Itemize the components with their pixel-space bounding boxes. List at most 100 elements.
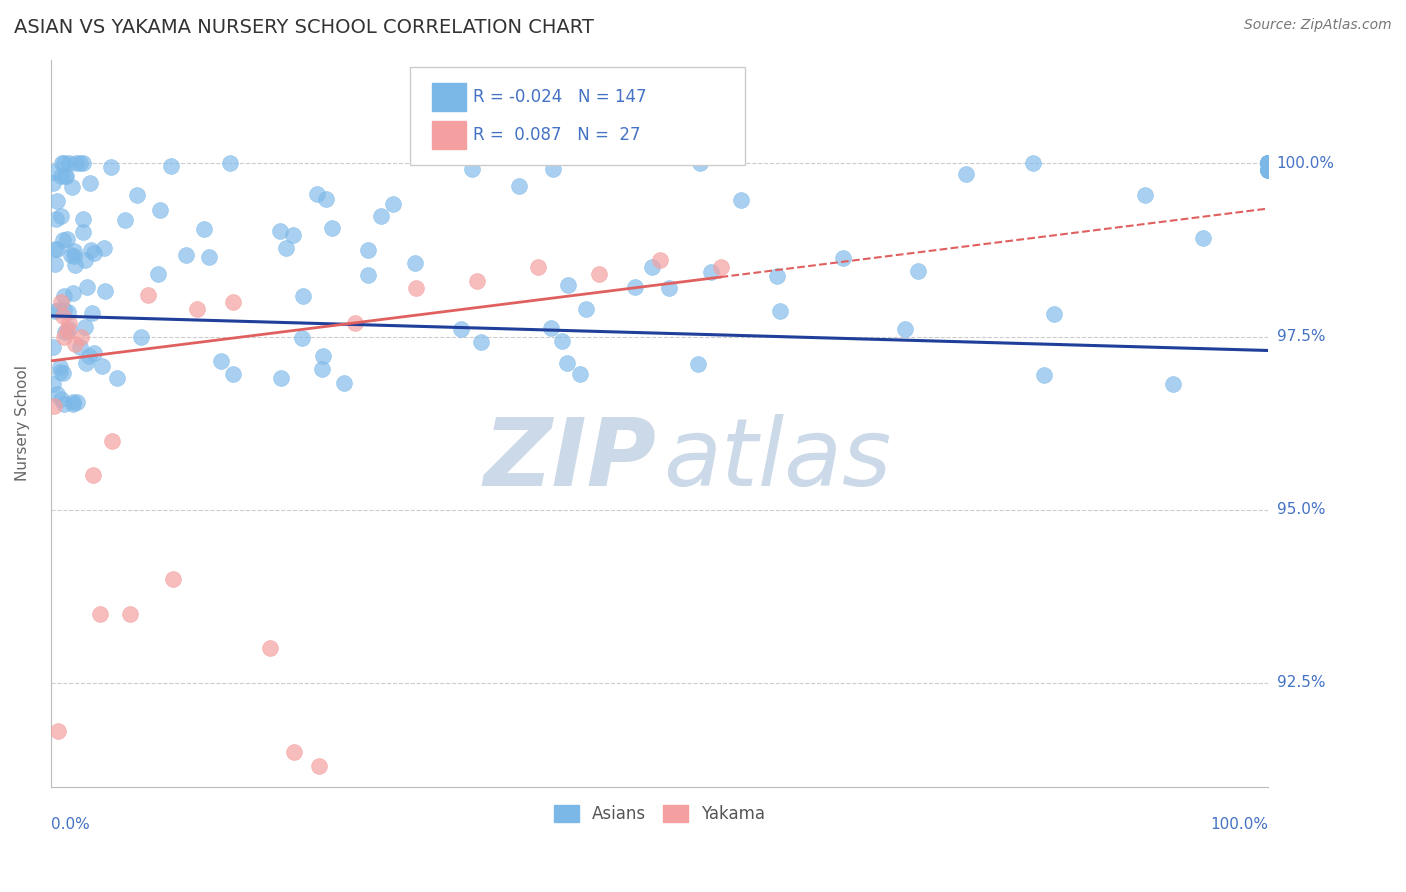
- Point: [551, 334, 574, 348]
- Point: [118, 607, 141, 621]
- Point: [69, 156, 91, 170]
- Point: [270, 370, 292, 384]
- Point: [83, 345, 105, 359]
- Point: [1257, 156, 1279, 170]
- Point: [44, 303, 66, 318]
- Point: [58, 156, 80, 170]
- Point: [48, 302, 70, 317]
- Y-axis label: Nursery School: Nursery School: [15, 365, 30, 481]
- Point: [42, 176, 65, 190]
- Point: [686, 357, 709, 371]
- Point: [77, 349, 100, 363]
- Text: ZIP: ZIP: [484, 414, 657, 506]
- Point: [49, 169, 72, 183]
- Point: [53, 156, 76, 170]
- Point: [1257, 156, 1279, 170]
- Point: [46, 387, 69, 401]
- Point: [648, 253, 671, 268]
- Point: [1257, 163, 1279, 178]
- FancyBboxPatch shape: [411, 67, 745, 165]
- Point: [62, 244, 84, 259]
- FancyBboxPatch shape: [432, 83, 465, 111]
- Point: [1257, 156, 1279, 170]
- Point: [75, 356, 97, 370]
- Point: [709, 260, 731, 275]
- Point: [59, 248, 82, 262]
- Point: [1022, 156, 1045, 170]
- Point: [543, 161, 565, 176]
- Point: [315, 192, 337, 206]
- Point: [63, 259, 86, 273]
- Point: [44, 257, 66, 271]
- Point: [62, 394, 84, 409]
- Point: [1257, 156, 1279, 170]
- Point: [1257, 163, 1279, 178]
- Point: [72, 225, 94, 239]
- Point: [42, 376, 65, 391]
- Point: [1042, 307, 1064, 321]
- Point: [75, 320, 97, 334]
- Point: [575, 302, 598, 317]
- Point: [52, 303, 75, 318]
- Point: [55, 323, 77, 337]
- Point: [62, 397, 84, 411]
- Text: atlas: atlas: [664, 414, 891, 505]
- Point: [46, 242, 69, 256]
- Point: [53, 169, 76, 184]
- Point: [49, 209, 72, 223]
- Point: [1257, 156, 1279, 170]
- Point: [557, 277, 579, 292]
- Point: [623, 280, 645, 294]
- Point: [894, 322, 917, 336]
- Point: [70, 329, 93, 343]
- Point: [52, 233, 75, 247]
- Point: [1257, 156, 1279, 170]
- Point: [955, 167, 977, 181]
- Point: [136, 288, 159, 302]
- Point: [569, 367, 592, 381]
- Point: [55, 325, 77, 339]
- Point: [1192, 230, 1215, 244]
- Point: [291, 289, 314, 303]
- Point: [766, 268, 789, 283]
- Point: [56, 305, 79, 319]
- Point: [72, 156, 94, 170]
- Point: [45, 212, 67, 227]
- Point: [42, 165, 65, 179]
- Point: [333, 376, 356, 391]
- Text: Source: ZipAtlas.com: Source: ZipAtlas.com: [1244, 18, 1392, 32]
- Point: [540, 321, 562, 335]
- Point: [58, 322, 80, 336]
- Point: [148, 267, 170, 281]
- Point: [49, 366, 72, 380]
- Point: [129, 329, 152, 343]
- Legend: Asians, Yakama: Asians, Yakama: [547, 798, 772, 830]
- Point: [60, 179, 83, 194]
- Point: [174, 248, 197, 262]
- Point: [51, 156, 73, 170]
- Point: [66, 394, 89, 409]
- Point: [209, 354, 232, 368]
- Point: [80, 306, 103, 320]
- Point: [52, 309, 75, 323]
- Point: [1257, 156, 1279, 170]
- Point: [1257, 156, 1279, 170]
- Point: [100, 160, 122, 174]
- Point: [42, 340, 65, 354]
- Point: [55, 169, 77, 184]
- Text: R =  0.087   N =  27: R = 0.087 N = 27: [474, 127, 641, 145]
- Point: [44, 399, 66, 413]
- Point: [82, 468, 104, 483]
- Point: [53, 329, 76, 343]
- Point: [1257, 156, 1279, 170]
- Point: [1257, 156, 1279, 170]
- Point: [291, 331, 314, 345]
- Point: [94, 284, 117, 298]
- Point: [100, 434, 122, 448]
- Point: [832, 251, 855, 265]
- Text: R = -0.024   N = 147: R = -0.024 N = 147: [474, 87, 647, 105]
- Point: [344, 316, 367, 330]
- Point: [1257, 163, 1279, 178]
- Point: [465, 274, 488, 288]
- Point: [311, 362, 333, 376]
